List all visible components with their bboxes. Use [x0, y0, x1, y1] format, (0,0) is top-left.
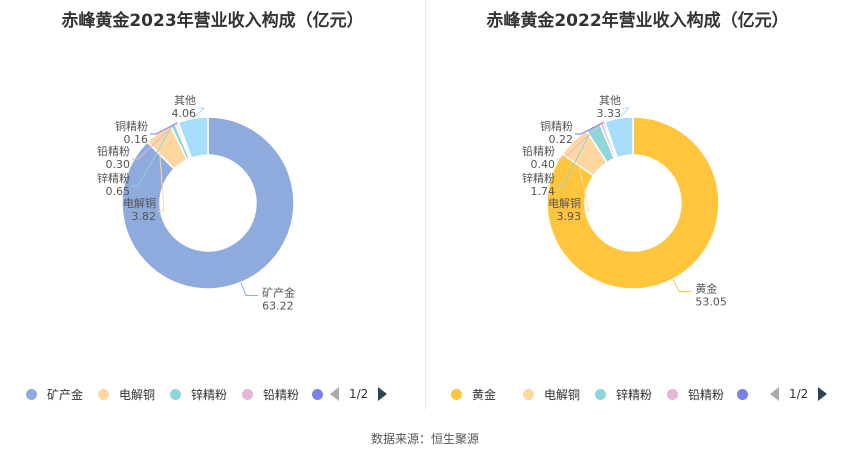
legend-page-number: 1/2: [789, 387, 809, 401]
chart-panel-2023: 赤峰黄金2023年营业收入构成（亿元） 矿产金 63.22 电解铜 3.82 锌精粉 0.…: [0, 0, 425, 410]
slice-value-copper: 3.93: [557, 210, 582, 223]
slice-value-zinc: 0.65: [106, 185, 131, 198]
leader-line-other: [192, 107, 206, 119]
leader-line-copper: [157, 132, 165, 212]
leader-line-lead: [557, 122, 602, 160]
data-source: 数据来源：恒生聚源: [370, 432, 479, 446]
legend-item-gold[interactable]: 黄金: [451, 385, 496, 403]
slice-value-lead: 0.40: [531, 158, 556, 171]
legend-label: 黄金: [472, 387, 497, 402]
slice-label-zinc: 锌精粉: [97, 171, 130, 185]
legend-marker: [595, 388, 606, 400]
leader-line-lead: [132, 122, 177, 160]
slice-label-other: 其他: [174, 94, 196, 107]
legend-marker: [737, 388, 748, 400]
legend-label: 电解铜: [544, 387, 581, 402]
leader-line-gold: [672, 278, 692, 293]
legend-label: 锌精粉: [616, 387, 653, 402]
divider: [425, 0, 426, 410]
leader-line-other: [618, 107, 631, 119]
legend-pager[interactable]: 1/2: [770, 385, 828, 403]
slice-other[interactable]: [177, 116, 209, 159]
leader-line-zinc: [557, 126, 594, 187]
legend-item-zinc[interactable]: 锌精粉: [595, 385, 652, 403]
slice-value-other: 3.33: [597, 107, 622, 120]
legend-item-zinc[interactable]: 锌精粉: [170, 385, 227, 403]
slice-value-copper: 3.82: [132, 210, 157, 223]
chart-title: 赤峰黄金2023年营业收入构成（亿元）: [61, 11, 364, 31]
leader-line-copper: [572, 140, 590, 212]
slice-label-gold: 矿产金: [262, 285, 295, 299]
slice-gold[interactable]: [546, 116, 720, 290]
legend-label: 铅精粉: [263, 387, 300, 402]
legend-marker: [98, 388, 109, 400]
slice-label-cu-conc: 铜精粉: [115, 119, 148, 133]
slice-label-cu-conc: 铜精粉: [540, 119, 573, 133]
legend: 矿产金 电解铜 锌精粉 铅精粉: [0, 385, 425, 403]
legend-marker: [170, 388, 181, 400]
legend-page-number: 1/2: [349, 387, 369, 401]
legend-pager[interactable]: 1/2: [330, 385, 388, 403]
slice-label-other: 其他: [599, 94, 621, 107]
leader-line-cu-conc: [575, 121, 605, 135]
next-page-icon[interactable]: [378, 387, 388, 401]
legend-marker: [312, 388, 323, 400]
legend-item-copper[interactable]: 电解铜: [98, 385, 155, 403]
legend-marker: [242, 388, 253, 400]
chart-title: 赤峰黄金2022年营业收入构成（亿元）: [486, 11, 789, 31]
chart-panel-2022: 赤峰黄金2022年营业收入构成（亿元） 黄金 53.05 电解铜 3.93 锌精粉 1.7…: [425, 0, 850, 410]
slice-value-gold: 63.22: [262, 299, 294, 312]
legend-marker: [523, 388, 534, 400]
legend-item-gold[interactable]: 矿产金: [26, 385, 83, 403]
slice-label-zinc: 锌精粉: [522, 171, 555, 185]
slice-value-gold: 53.05: [695, 296, 727, 309]
slice-value-cu-conc: 0.16: [124, 133, 149, 146]
leader-line-zinc: [132, 124, 174, 187]
legend-marker: [451, 388, 462, 400]
legend-marker: [667, 388, 678, 400]
legend: 黄金 电解铜 锌精粉 铅精粉: [425, 385, 850, 403]
slice-value-cu-conc: 0.22: [549, 133, 574, 146]
slice-label-lead: 铅精粉: [522, 144, 555, 158]
slice-value-lead: 0.30: [106, 158, 131, 171]
prev-page-icon[interactable]: [330, 387, 339, 401]
legend-label: 矿产金: [47, 387, 84, 402]
prev-page-icon[interactable]: [770, 387, 779, 401]
slice-label-gold: 黄金: [695, 282, 717, 296]
legend-marker: [26, 388, 37, 400]
legend-label: 锌精粉: [191, 387, 228, 402]
slice-label-copper: 电解铜: [548, 196, 581, 210]
leader-line-cu-conc: [150, 122, 178, 135]
slice-label-lead: 铅精粉: [97, 144, 130, 158]
legend-item-lead[interactable]: 铅精粉: [242, 385, 299, 403]
slice-value-zinc: 1.74: [531, 185, 556, 198]
legend-item-lead[interactable]: 铅精粉: [667, 385, 724, 403]
slice-other[interactable]: [603, 116, 634, 159]
slice-label-copper: 电解铜: [123, 196, 156, 210]
legend-item-cu-conc[interactable]: [737, 385, 758, 403]
next-page-icon[interactable]: [818, 387, 828, 401]
legend-item-cu-conc[interactable]: [312, 385, 333, 403]
legend-item-copper[interactable]: 电解铜: [523, 385, 580, 403]
legend-label: 铅精粉: [688, 387, 725, 402]
slice-value-other: 4.06: [172, 107, 197, 120]
legend-label: 电解铜: [119, 387, 156, 402]
leader-line-gold: [240, 282, 259, 296]
